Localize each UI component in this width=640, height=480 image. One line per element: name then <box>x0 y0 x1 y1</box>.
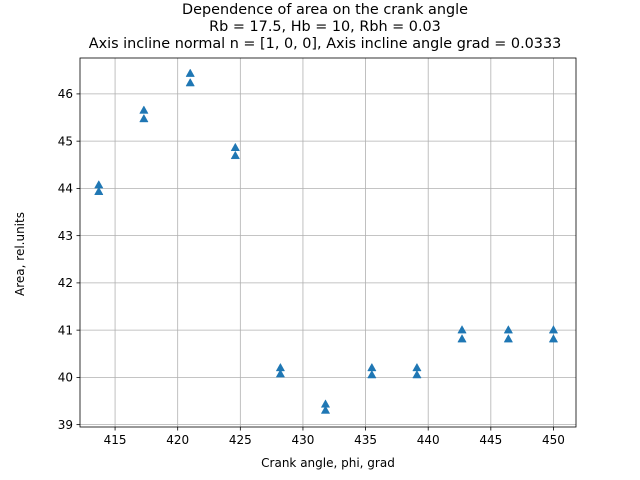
data-point-triangle <box>412 370 422 379</box>
data-point-triangle <box>185 78 195 87</box>
data-point-triangle <box>548 334 559 343</box>
data-point-triangle <box>320 405 331 414</box>
x-tick-label: 435 <box>354 433 377 447</box>
chart-title-line-1: Dependence of area on the crank angle <box>182 2 468 18</box>
x-tick-label: 445 <box>479 433 502 447</box>
data-point-triangle <box>503 325 513 334</box>
x-tick-label: 420 <box>166 433 189 447</box>
y-tick-label: 46 <box>58 87 73 101</box>
y-tick-label: 41 <box>58 323 73 337</box>
data-point-triangle <box>457 334 467 343</box>
y-tick-label: 45 <box>58 134 73 148</box>
chart-title-line-2: Rb = 17.5, Hb = 10, Rbh = 0.03 <box>209 19 441 35</box>
grid <box>80 58 576 427</box>
plot-frame <box>79 57 577 428</box>
data-point-triangle <box>230 142 240 152</box>
data-point-triangle <box>457 325 467 334</box>
x-tick-label: 425 <box>229 433 252 447</box>
data-points <box>94 68 559 414</box>
x-tick-label: 415 <box>104 433 127 447</box>
x-axis-label: Crank angle, phi, grad <box>261 456 395 470</box>
x-tick-label: 430 <box>291 433 314 447</box>
x-tick-label: 440 <box>417 433 440 447</box>
axis-ticks: 415 420 425 430 435 440 445 450 39 40 41 42 43 44 45 46 <box>58 87 565 447</box>
data-point-triangle <box>94 186 104 195</box>
data-point-triangle <box>503 334 513 343</box>
y-axis-label: Area, rel.units <box>13 212 27 296</box>
chart-title-line-3: Axis incline normal n = [1, 0, 0], Axis … <box>89 36 562 52</box>
data-point-triangle <box>412 362 422 372</box>
data-point-triangle <box>139 105 149 114</box>
data-point-triangle <box>367 370 377 379</box>
x-tick-label: 450 <box>542 433 565 447</box>
data-point-triangle <box>548 325 559 334</box>
data-point-triangle <box>230 150 240 160</box>
data-point-triangle <box>367 362 377 372</box>
y-tick-label: 40 <box>58 371 73 385</box>
data-point-triangle <box>275 369 286 378</box>
y-tick-label: 43 <box>58 229 73 243</box>
y-tick-label: 44 <box>58 182 73 196</box>
y-tick-label: 42 <box>58 276 73 290</box>
data-point-triangle <box>185 68 195 77</box>
data-point-triangle <box>139 113 149 123</box>
y-tick-label: 39 <box>58 418 73 432</box>
